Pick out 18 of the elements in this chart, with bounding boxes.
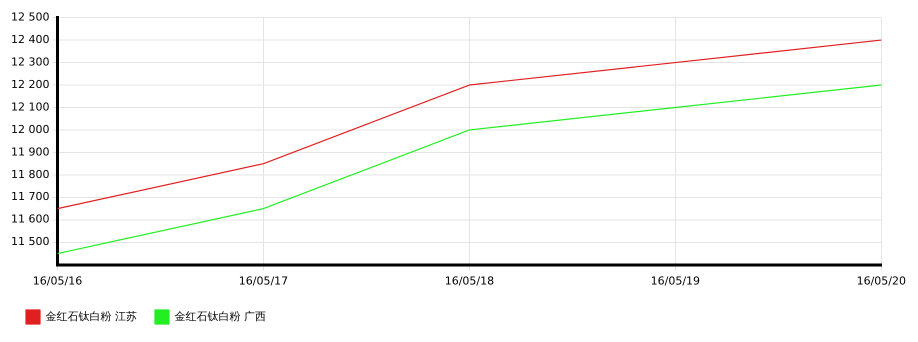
y-tick-label: 12 300 [10,55,50,68]
x-tick-label: 16/05/17 [238,274,288,288]
y-tick-label: 11 800 [10,168,50,181]
x-tick-label: 16/05/16 [32,274,82,288]
y-tick-label: 11 700 [10,190,50,204]
y-tick-label: 11 600 [10,212,50,226]
legend-label: 金红石钛白粉 江苏 [46,310,137,323]
y-tick-label: 12 200 [10,78,50,91]
legend-label: 金红石钛白粉 广西 [174,310,266,323]
y-tick-label: 12 000 [10,122,50,136]
y-tick-label: 12 400 [10,32,50,46]
x-tick-label: 16/05/20 [856,274,906,288]
y-tick-label: 11 900 [10,145,50,158]
x-tick-label: 16/05/19 [650,274,700,288]
x-tick-label: 16/05/18 [444,274,494,288]
y-tick-label: 12 500 [10,10,50,24]
y-tick-label: 12 100 [10,100,50,114]
y-tick-label: 11 500 [10,235,50,248]
